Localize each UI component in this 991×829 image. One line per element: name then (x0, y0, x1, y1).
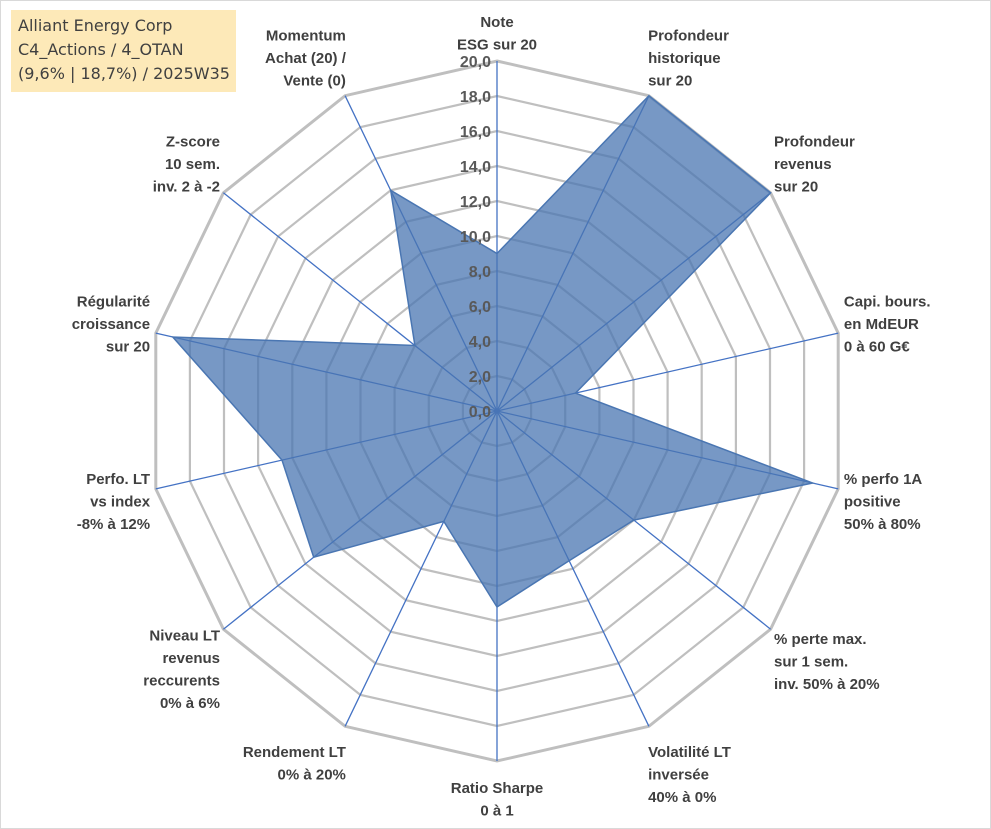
axis-label: Niveau LT revenus reccurents 0% à 6% (143, 628, 220, 713)
axis-label-line: inv. 2 à -2 (153, 178, 220, 195)
axis-label-line: sur 20 (106, 338, 150, 355)
axis-label-line: revenus (162, 650, 220, 667)
axis-label: Capi. bours. en MdEUR 0 à 60 G€ (844, 293, 931, 355)
axis-label-line: Perfo. LT (86, 471, 150, 488)
axis-label: Ratio Sharpe 0 à 1 (451, 780, 544, 820)
axis-label-line: Achat (20) / (265, 50, 347, 67)
axis-label-line: Régularité (77, 293, 150, 310)
axis-label-line: 0 à 60 G€ (844, 338, 911, 355)
tick-label: 0,0 (469, 404, 491, 421)
axis-label-line: Momentum (266, 27, 346, 44)
axis-label-line: sur 20 (774, 178, 818, 195)
tick-label: 6,0 (469, 299, 491, 316)
axis-label-line: 0 à 1 (480, 803, 513, 820)
chart-title-box: Alliant Energy Corp C4_Actions / 4_OTAN … (11, 10, 236, 92)
axis-label: % perte max. sur 1 sem. inv. 50% à 20% (774, 631, 880, 693)
axis-label-line: vs index (90, 494, 151, 511)
axis-label-line: ESG sur 20 (457, 37, 537, 54)
axis-label-line: Rendement LT (243, 744, 346, 761)
tick-label: 12,0 (460, 194, 491, 211)
axis-label: Profondeur revenus sur 20 (774, 133, 855, 195)
tick-label: 8,0 (469, 264, 491, 281)
tick-label: 16,0 (460, 124, 491, 141)
tick-label: 10,0 (460, 229, 491, 246)
axis-label-line: sur 1 sem. (774, 654, 848, 671)
performance-summary: (9,6% | 18,7%) / 2025W35 (18, 64, 230, 83)
series-area (171, 94, 816, 609)
tick-labels: 0,0 2,0 4,0 6,0 8,0 10,0 12,0 14,0 16,0 18,0 20,0 (460, 54, 491, 421)
axis-label: Momentum Achat (20) / Vente (0) (265, 27, 347, 89)
series-layer (171, 94, 816, 609)
axis-label-line: Vente (0) (283, 72, 346, 89)
axis-label-line: positive (844, 494, 901, 511)
axis-label-line: Profondeur (648, 27, 729, 44)
axis-label-line: croissance (72, 316, 150, 333)
axis-label-line: % perte max. (774, 631, 867, 648)
axis-label-line: Profondeur (774, 133, 855, 150)
axis-label: Profondeur historique sur 20 (648, 27, 729, 89)
axis-label-line: Capi. bours. (844, 293, 931, 310)
axis-label-line: 0% à 6% (160, 695, 220, 712)
axis-label: Perfo. LT vs index -8% à 12% (77, 471, 151, 533)
axis-label-line: Niveau LT (149, 628, 220, 645)
axis-label-line: 0% à 20% (278, 767, 346, 784)
tick-label: 4,0 (469, 334, 491, 351)
axis-label: Rendement LT 0% à 20% (243, 744, 346, 784)
axis-label-line: revenus (774, 156, 832, 173)
portfolio-category: C4_Actions / 4_OTAN (18, 40, 184, 59)
axis-label: Z-score 10 sem. inv. 2 à -2 (153, 133, 220, 195)
axis-label-line: inversée (648, 767, 709, 784)
company-name: Alliant Energy Corp (18, 16, 173, 35)
axis-label-line: Volatilité LT (648, 744, 731, 761)
axis-labels: Note ESG sur 20 Profondeur historique sur 20… (72, 14, 931, 820)
tick-label: 2,0 (469, 369, 491, 386)
axis-label-line: % perfo 1A (844, 471, 923, 488)
axis-label: % perfo 1A positive 50% à 80% (844, 471, 923, 533)
axis-label-line: -8% à 12% (77, 516, 150, 533)
axis-label-line: 50% à 80% (844, 516, 921, 533)
axis-label: Volatilité LT inversée 40% à 0% (648, 744, 731, 806)
axis-label-line: 40% à 0% (648, 789, 716, 806)
axis-label-line: historique (648, 50, 721, 67)
tick-label: 20,0 (460, 54, 491, 71)
tick-label: 18,0 (460, 89, 491, 106)
axis-label-line: inv. 50% à 20% (774, 676, 880, 693)
axis-label: Régularité croissance sur 20 (72, 293, 150, 355)
axis-label-line: Note (480, 14, 513, 31)
tick-label: 14,0 (460, 159, 491, 176)
axis-label-line: en MdEUR (844, 316, 919, 333)
axis-label-line: reccurents (143, 673, 220, 690)
axis-label-line: Z-score (166, 133, 220, 150)
axis-label-line: Ratio Sharpe (451, 780, 544, 797)
axis-label-line: 10 sem. (165, 156, 220, 173)
axis-label: Note ESG sur 20 (457, 14, 537, 54)
axis-label-line: sur 20 (648, 72, 692, 89)
